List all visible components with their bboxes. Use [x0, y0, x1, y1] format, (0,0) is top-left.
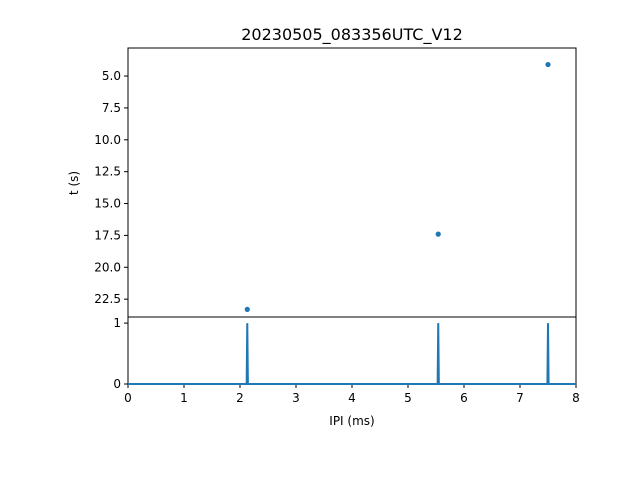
top-y-tick-label: 22.5: [94, 292, 121, 306]
top-y-tick-label: 12.5: [94, 165, 121, 179]
scatter-series: [244, 61, 551, 312]
bottom-y-tick-label: 0: [113, 377, 121, 391]
x-tick-label: 3: [292, 391, 300, 405]
scatter-point: [244, 306, 250, 312]
top-y-tick-label: 17.5: [94, 228, 121, 242]
top-y-tick-label: 20.0: [94, 260, 121, 274]
scatter-point: [545, 61, 551, 68]
top-y-tick-label: 10.0: [94, 133, 121, 147]
x-axis-label: IPI (ms): [329, 414, 374, 428]
top-panel: 20230505_083356UTC_V12 5.0 7.5 10.0 12.5 15.…: [67, 25, 577, 318]
top-y-tick-label: 5.0: [102, 69, 121, 83]
x-tick-label: 0: [124, 391, 132, 405]
bottom-y-axis-ticks: 01: [113, 316, 128, 391]
chart-title: 20230505_083356UTC_V12: [241, 25, 463, 45]
x-axis-ticks: 0 1 2 3 4 5 6 7 8: [124, 384, 580, 405]
top-y-axis-label: t (s): [67, 171, 81, 195]
x-tick-label: 1: [180, 391, 188, 405]
ipi-line-series: [128, 323, 576, 385]
bottom-y-tick-label: 1: [113, 316, 121, 330]
x-tick-label: 8: [572, 391, 580, 405]
top-y-axis-ticks: 5.0 7.5 10.0 12.5 15.0 17.5 20.0 22.5: [94, 69, 128, 306]
x-tick-label: 4: [348, 391, 356, 405]
x-tick-label: 5: [404, 391, 412, 405]
x-tick-label: 7: [516, 391, 524, 405]
top-y-tick-label: 7.5: [102, 101, 121, 115]
x-tick-label: 2: [236, 391, 244, 405]
scatter-point: [435, 231, 441, 237]
x-tick-label: 6: [460, 391, 468, 405]
top-y-tick-label: 15.0: [94, 197, 121, 211]
